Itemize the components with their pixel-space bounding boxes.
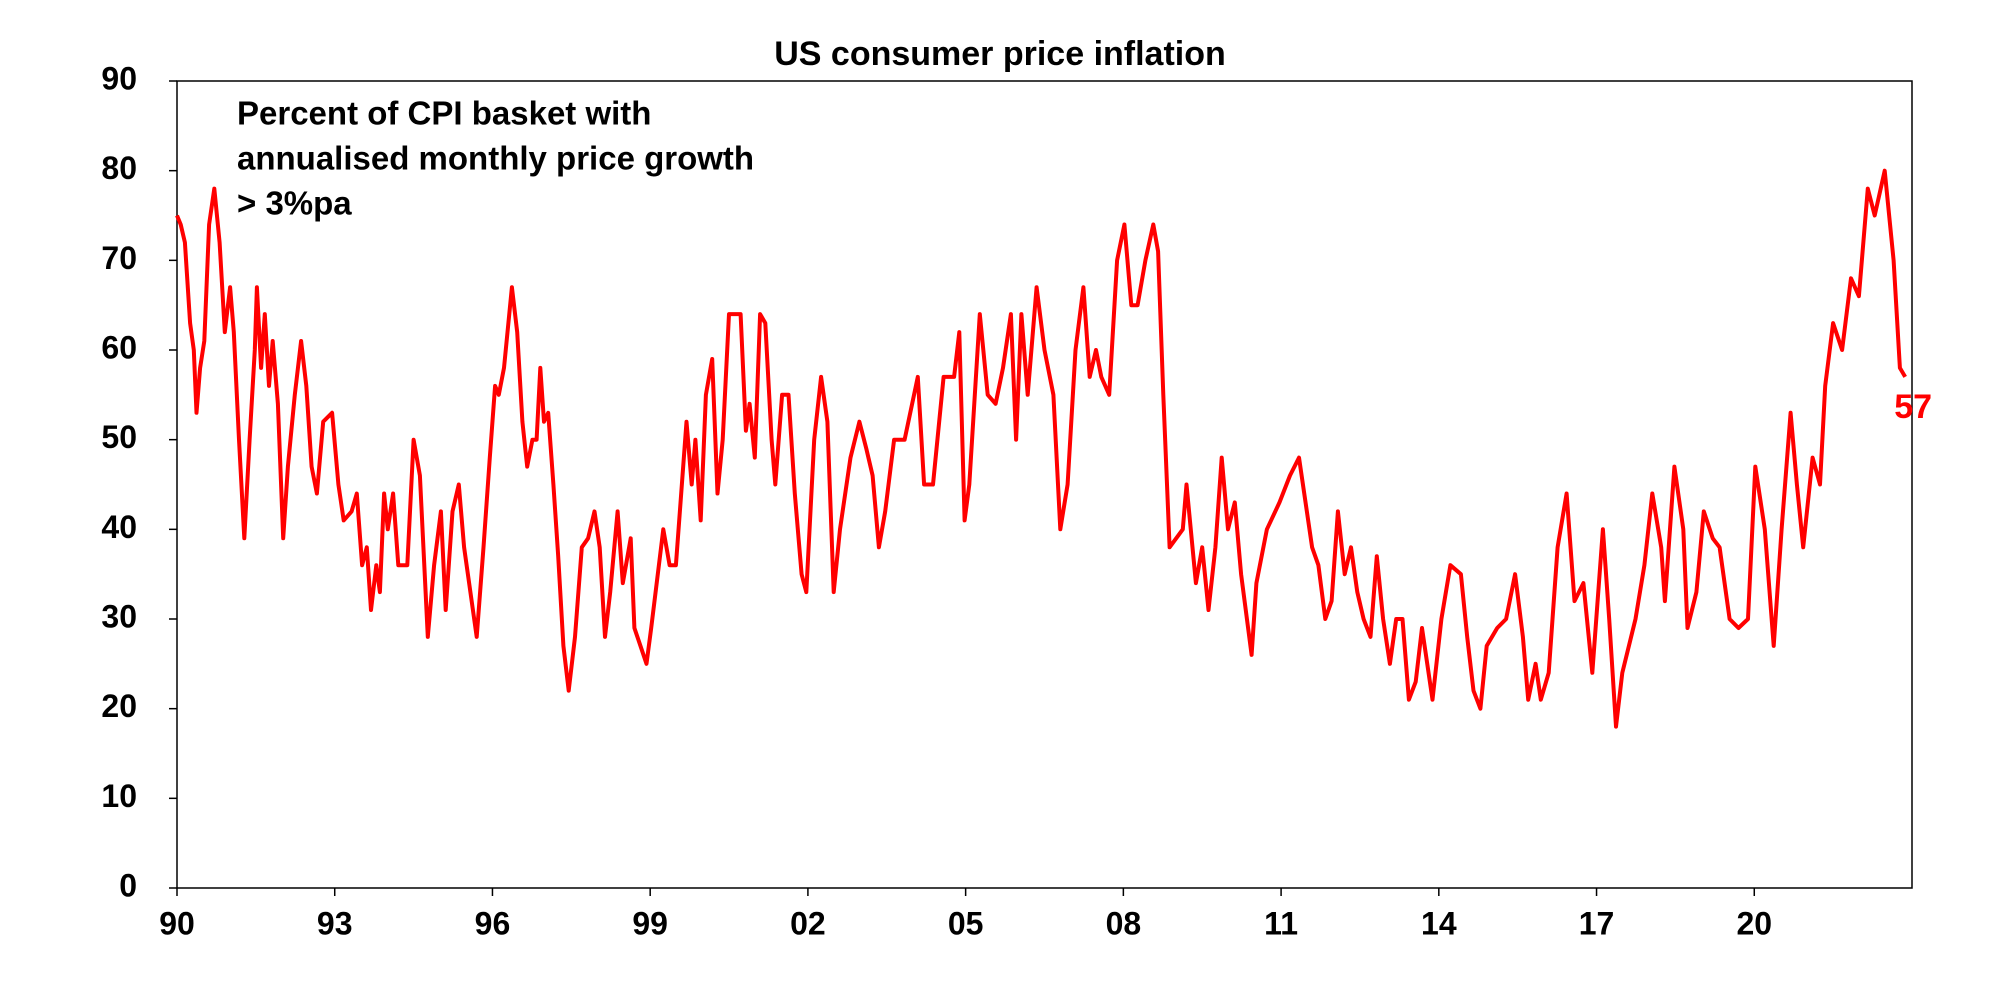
y-tick-label: 50	[101, 419, 137, 455]
y-tick-label: 70	[101, 240, 137, 276]
y-tick-label: 10	[101, 778, 137, 814]
x-tick-label: 20	[1736, 905, 1772, 941]
x-tick-label: 17	[1579, 905, 1615, 941]
y-tick-label: 0	[119, 867, 137, 903]
y-tick-label: 90	[101, 60, 137, 96]
annotation: annualised monthly price growth	[237, 140, 754, 177]
x-tick-label: 90	[159, 905, 195, 941]
end-value-label: 57	[1894, 388, 1932, 426]
y-tick-label: 30	[101, 598, 137, 634]
x-tick-label: 11	[1264, 905, 1298, 941]
x-tick-label: 96	[475, 905, 511, 941]
y-tick-label: 80	[101, 150, 137, 186]
annotation: Percent of CPI basket with	[237, 95, 651, 132]
x-tick-label: 14	[1421, 905, 1457, 941]
x-tick-label: 02	[790, 905, 826, 941]
y-tick-label: 40	[101, 509, 137, 545]
x-tick-label: 99	[632, 905, 668, 941]
y-tick-label: 20	[101, 688, 137, 724]
x-tick-label: 08	[1106, 905, 1142, 941]
x-tick-label: 05	[948, 905, 984, 941]
y-tick-label: 60	[101, 329, 137, 365]
chart-title: US consumer price inflation	[774, 35, 1226, 73]
annotation: > 3%pa	[237, 185, 352, 222]
plot-frame	[176, 80, 1913, 889]
data-line	[175, 168, 1907, 729]
x-tick-label: 93	[317, 905, 353, 941]
